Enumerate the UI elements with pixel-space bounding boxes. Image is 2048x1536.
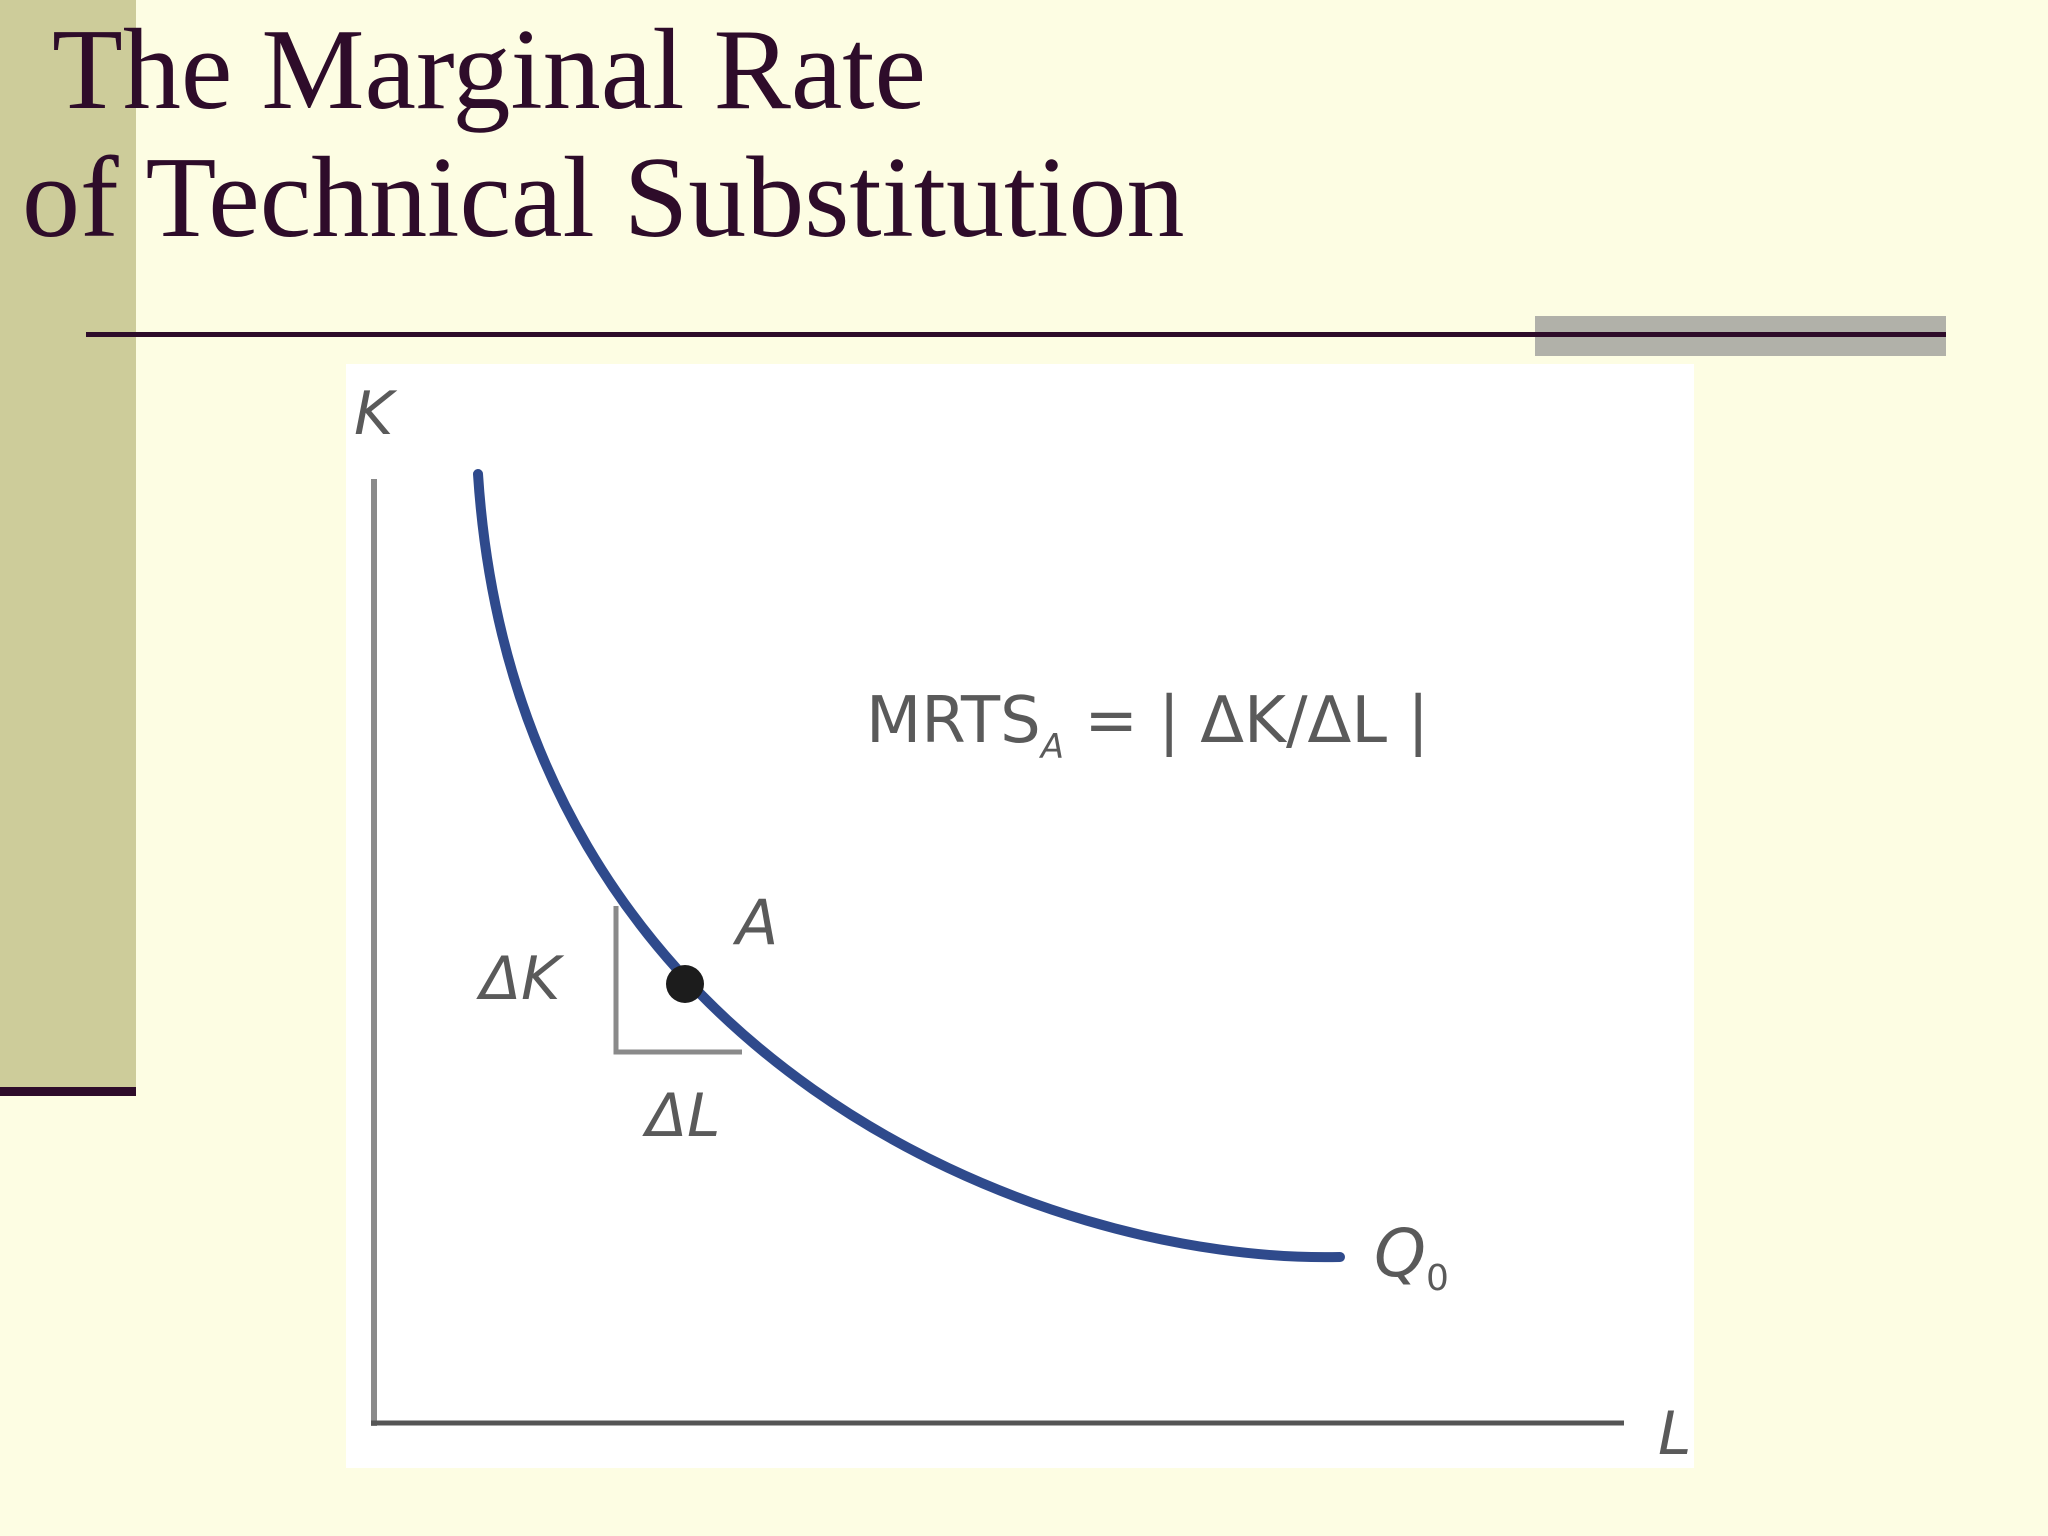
sidebar-accent (0, 0, 136, 1090)
mrts-formula-sub: A (1039, 727, 1064, 767)
isoquant-curve (473, 469, 1345, 1263)
title-line-1: The Marginal Rate (52, 6, 927, 134)
mrts-formula-rest: = | ΔK/ΔL | (1064, 684, 1429, 758)
delta-k-label: ΔK (476, 944, 565, 1014)
mrts-formula-prefix: MRTS (866, 684, 1041, 758)
y-axis-label: K (354, 379, 398, 449)
mrts-formula: MRTSA = | ΔK/ΔL | (866, 684, 1429, 767)
isoquant-figure: K L A ΔK ΔL Q0 MRTSA = | ΔK/ΔL | (346, 364, 1694, 1468)
point-a-label: A (732, 886, 778, 959)
isoquant-label: Q0 (1374, 1215, 1449, 1299)
delta-l-label: ΔL (642, 1081, 720, 1151)
x-axis-label: L (1658, 1399, 1691, 1468)
isoquant-label-sub: 0 (1426, 1258, 1449, 1299)
isoquant-diagram: K L A ΔK ΔL Q0 MRTSA = | ΔK/ΔL | (354, 379, 1691, 1468)
title-line-2: of Technical Substitution (22, 134, 1185, 262)
isoquant-label-main: Q (1374, 1215, 1426, 1292)
point-a-marker (666, 965, 704, 1003)
title-underline (86, 332, 1946, 337)
sidebar-rule (0, 1087, 136, 1096)
slide-title: The Marginal Rate of Technical Substitut… (0, 6, 1400, 262)
delta-triangle (613, 906, 742, 1055)
